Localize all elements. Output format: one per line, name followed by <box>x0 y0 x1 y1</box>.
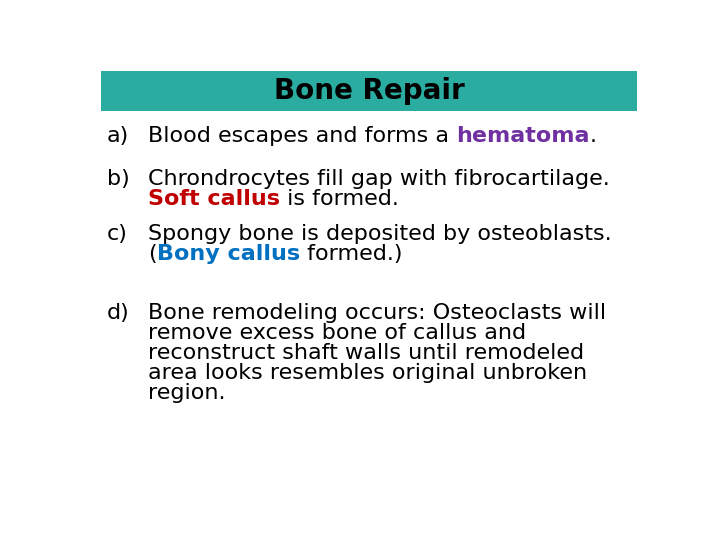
FancyBboxPatch shape <box>101 71 637 111</box>
Text: Bone remodeling occurs: Osteoclasts will: Bone remodeling occurs: Osteoclasts will <box>148 303 606 323</box>
Text: hematoma: hematoma <box>456 126 590 146</box>
Text: reconstruct shaft walls until remodeled: reconstruct shaft walls until remodeled <box>148 343 584 363</box>
Text: Bony callus: Bony callus <box>157 244 300 264</box>
Text: b): b) <box>107 169 130 189</box>
Text: .: . <box>590 126 597 146</box>
Text: Bone Repair: Bone Repair <box>274 77 464 105</box>
Text: region.: region. <box>148 383 225 403</box>
Text: Spongy bone is deposited by osteoblasts.: Spongy bone is deposited by osteoblasts. <box>148 224 612 244</box>
Text: Soft callus: Soft callus <box>148 189 280 209</box>
Text: area looks resembles original unbroken: area looks resembles original unbroken <box>148 363 588 383</box>
Text: a): a) <box>107 126 130 146</box>
Text: is formed.: is formed. <box>280 189 399 209</box>
Text: remove excess bone of callus and: remove excess bone of callus and <box>148 323 526 343</box>
Text: c): c) <box>107 224 128 244</box>
Text: d): d) <box>107 303 130 323</box>
Text: Blood escapes and forms a: Blood escapes and forms a <box>148 126 456 146</box>
Text: (: ( <box>148 244 157 264</box>
Text: formed.): formed.) <box>300 244 402 264</box>
Text: Chrondrocytes fill gap with fibrocartilage.: Chrondrocytes fill gap with fibrocartila… <box>148 169 610 189</box>
